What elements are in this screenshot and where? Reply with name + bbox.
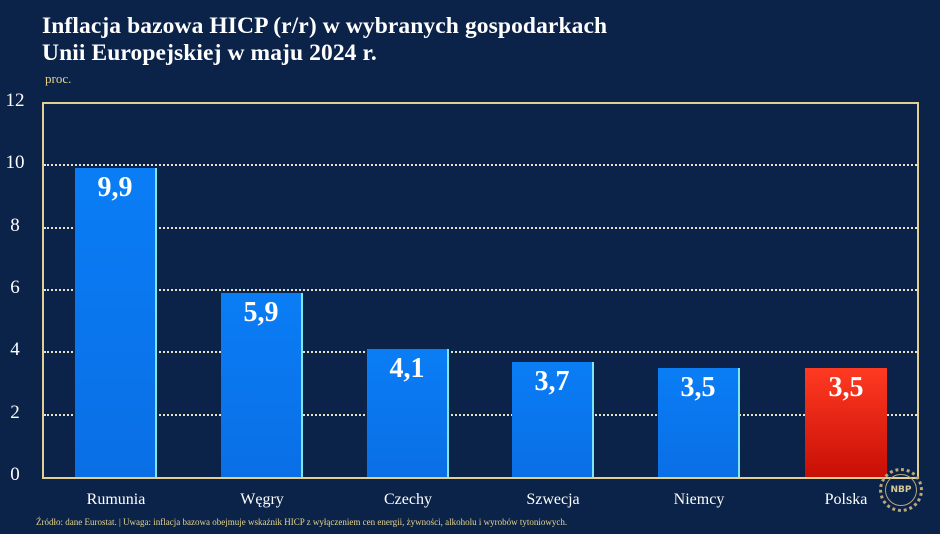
x-category-label: Czechy xyxy=(384,491,432,508)
gridline xyxy=(44,289,917,291)
y-tick-label: 4 xyxy=(10,339,20,361)
x-category-label: Szwecja xyxy=(526,491,580,508)
y-tick-label: 6 xyxy=(10,277,20,298)
bar-value-label: 4,1 xyxy=(389,353,425,385)
gridline xyxy=(44,226,917,229)
y-tick-label: 8 xyxy=(10,214,20,236)
bar-czechy: 4,1 xyxy=(367,349,449,477)
x-category-label: Węgry xyxy=(240,491,284,508)
x-category-label: Niemcy xyxy=(673,491,725,508)
y-tick-label: 12 xyxy=(5,90,25,111)
bar-rumunia: 9,9 xyxy=(75,168,157,477)
y-tick-label: 2 xyxy=(10,401,20,423)
nbp-logo-icon: NBP xyxy=(879,468,923,512)
y-tick-label: 0 xyxy=(10,464,20,485)
bar-węgry: 5,9 xyxy=(221,293,303,477)
bar-value-label: 3,7 xyxy=(534,365,570,397)
x-category-label: Polska xyxy=(824,491,868,508)
plot-frame xyxy=(42,102,919,479)
chart-title: Inflacja bazowa HICP (r/r) w wybranych g… xyxy=(42,13,607,67)
gridline xyxy=(44,351,917,354)
gridline xyxy=(44,413,917,416)
gridline xyxy=(44,164,917,167)
chart-title-line1: Inflacja bazowa HICP (r/r) w wybranych g… xyxy=(42,13,608,39)
x-category-label: Rumunia xyxy=(86,491,146,508)
bar-value-label: 9,9 xyxy=(97,172,133,204)
bar-value-label: 3,5 xyxy=(828,371,864,403)
source-note: Źródło: dane Eurostat. | Uwaga: inflacja… xyxy=(36,517,568,527)
bar-niemcy: 3,5 xyxy=(658,367,740,477)
chart-title-line2: Unii Europejskiej w maju 2024 r. xyxy=(42,40,377,66)
bar-value-label: 5,9 xyxy=(243,297,279,329)
bar-value-label: 3,5 xyxy=(680,371,716,403)
y-axis-unit: proc. xyxy=(45,71,72,86)
bar-szwecja: 3,7 xyxy=(512,361,594,477)
y-tick-label: 10 xyxy=(5,152,25,174)
bar-polska: 3,5 xyxy=(805,367,887,477)
nbp-logo-text: NBP xyxy=(885,474,917,506)
